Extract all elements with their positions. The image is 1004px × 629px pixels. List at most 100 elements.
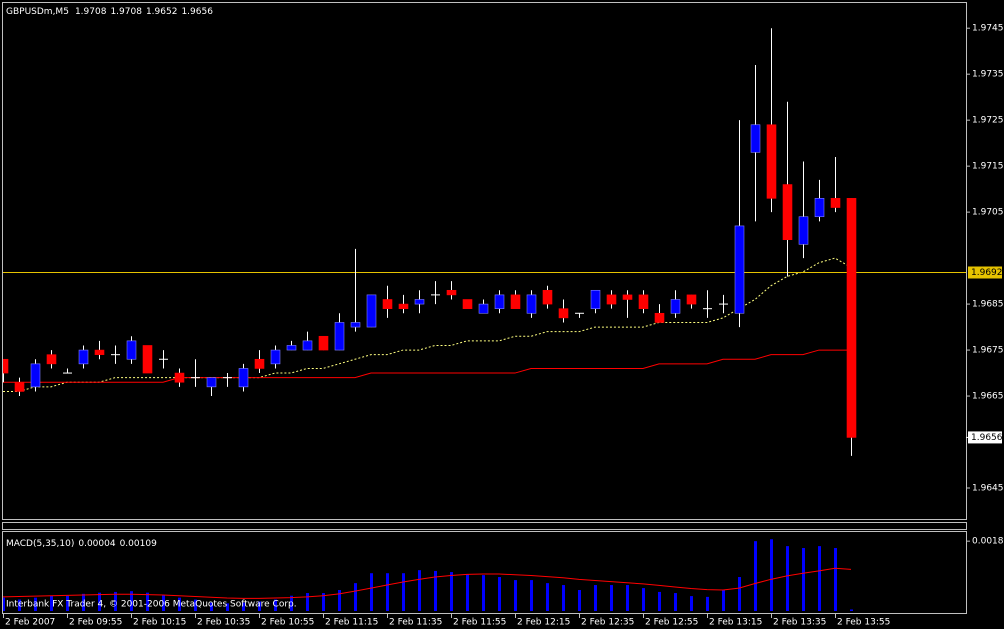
x-tick-label: 2 Feb 11:35 bbox=[389, 618, 442, 628]
signal-value: 0.00109 bbox=[120, 539, 157, 549]
low-value: 1.9652 bbox=[146, 7, 178, 17]
macd-bar bbox=[34, 597, 37, 611]
high-value: 1.9708 bbox=[110, 7, 142, 17]
candle-body bbox=[94, 349, 105, 355]
candle-body bbox=[174, 372, 185, 383]
x-tick-label: 2 Feb 09:55 bbox=[69, 618, 122, 628]
macd-bar bbox=[674, 593, 677, 611]
macd-bar bbox=[562, 585, 565, 611]
x-tick-label: 2 Feb 11:15 bbox=[325, 618, 378, 628]
macd-bar bbox=[738, 577, 741, 611]
candle-body bbox=[302, 340, 313, 351]
macd-bar bbox=[3, 597, 5, 611]
y-tick-label: 1.9745 bbox=[972, 24, 1004, 34]
macd-bar bbox=[530, 580, 533, 611]
x-tick-label: 2 Feb 11:55 bbox=[453, 618, 506, 628]
candle-body bbox=[206, 377, 217, 388]
candle-body bbox=[46, 354, 57, 365]
macd-title: MACD(5,35,10) bbox=[6, 539, 74, 549]
y-tick-label: 0.00183 bbox=[972, 537, 1004, 547]
macd-plot bbox=[3, 539, 853, 611]
macd-bar bbox=[754, 541, 757, 611]
macd-bar bbox=[482, 575, 485, 611]
candle-body bbox=[286, 345, 297, 351]
candle-body bbox=[398, 303, 409, 309]
macd-value: 0.00004 bbox=[78, 539, 115, 549]
y-tick-label: 1.9645 bbox=[972, 484, 1004, 494]
macd-bar bbox=[722, 590, 725, 611]
candle-body bbox=[350, 322, 361, 328]
macd-bar bbox=[706, 596, 709, 611]
candle-body bbox=[414, 299, 425, 305]
macd-bar bbox=[18, 599, 21, 611]
macd-bar bbox=[594, 585, 597, 611]
y-tick-label: 1.9675 bbox=[972, 346, 1004, 356]
macd-bar bbox=[610, 585, 613, 611]
macd-bar bbox=[306, 593, 309, 611]
macd-bar bbox=[626, 585, 629, 611]
candle-body bbox=[318, 335, 329, 351]
macd-bar bbox=[802, 548, 805, 611]
candle-body bbox=[478, 303, 489, 314]
macd-bar bbox=[354, 583, 357, 611]
candle-body bbox=[638, 294, 649, 309]
candle-body bbox=[334, 322, 345, 351]
candle-body bbox=[78, 349, 89, 365]
x-tick-label: 2 Feb 12:15 bbox=[517, 618, 570, 628]
symbol: GBPUSDm,M5 bbox=[6, 7, 69, 17]
moving-average bbox=[3, 257, 852, 392]
x-tick-label: 2 Feb 10:15 bbox=[133, 618, 186, 628]
macd-bar bbox=[130, 591, 133, 611]
close-value: 1.9656 bbox=[181, 7, 213, 17]
candle-body bbox=[142, 345, 153, 374]
macd-bar bbox=[290, 595, 293, 611]
main-panel-frame bbox=[2, 2, 967, 520]
macd-bar bbox=[98, 592, 101, 611]
macd-bar bbox=[322, 593, 325, 611]
macd-bar bbox=[450, 572, 453, 611]
x-tick-label: 2 Feb 13:55 bbox=[837, 618, 890, 628]
macd-bar bbox=[370, 573, 373, 611]
hline-label-box bbox=[968, 266, 1002, 279]
macd-bar bbox=[498, 577, 501, 611]
main-plot bbox=[3, 28, 966, 456]
candle-body bbox=[270, 349, 281, 365]
footer-annotation: Interbank FX Trader 4, © 2001-2006 MetaQ… bbox=[6, 600, 297, 610]
candle-body bbox=[526, 294, 537, 314]
candle-body bbox=[3, 358, 9, 374]
separator bbox=[2, 522, 967, 530]
candle-body bbox=[590, 289, 601, 309]
candle-body bbox=[558, 308, 569, 319]
candle-body bbox=[30, 363, 41, 388]
candle-body bbox=[446, 289, 457, 296]
macd-bar bbox=[82, 593, 85, 611]
macd-bar bbox=[242, 602, 245, 611]
y-tick-label: 1.9685 bbox=[972, 300, 1004, 310]
macd-bar bbox=[114, 591, 117, 611]
macd-bar bbox=[194, 599, 197, 611]
hline-label: 1.9692 bbox=[971, 268, 1003, 278]
x-tick-label: 2 Feb 10:55 bbox=[261, 618, 314, 628]
y-tick-label: 1.9725 bbox=[972, 116, 1004, 126]
candle-body bbox=[782, 184, 793, 241]
candle-body bbox=[830, 198, 841, 208]
macd-panel-frame bbox=[2, 531, 967, 614]
macd-bar bbox=[338, 590, 341, 611]
macd-bar bbox=[786, 546, 789, 611]
candle-body bbox=[14, 381, 25, 392]
macd-bar bbox=[258, 601, 261, 611]
macd-bar bbox=[66, 595, 69, 611]
candle-body bbox=[462, 299, 473, 309]
macd-bar bbox=[658, 591, 661, 611]
macd-bar bbox=[274, 599, 277, 611]
signal-line bbox=[3, 567, 852, 599]
macd-bar bbox=[210, 602, 213, 611]
candle-body bbox=[686, 294, 697, 305]
candle-body bbox=[254, 358, 265, 369]
x-tick-label: 2 Feb 13:35 bbox=[773, 618, 826, 628]
chart-header: GBPUSDm,M5 1.9708 1.9708 1.9652 1.9656 bbox=[6, 7, 213, 17]
x-tick-label: 2 Feb 12:55 bbox=[645, 618, 698, 628]
macd-bar bbox=[770, 539, 773, 611]
